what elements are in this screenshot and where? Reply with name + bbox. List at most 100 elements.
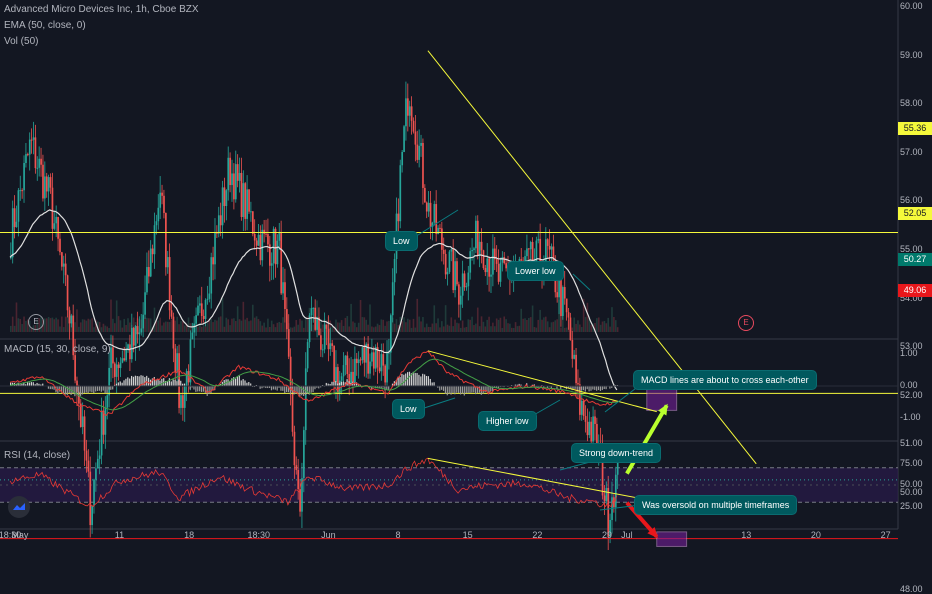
macd-histogram-bar	[190, 386, 191, 390]
macd-histogram-bar	[594, 386, 595, 390]
candle-body	[577, 383, 579, 384]
volume-bar	[222, 298, 224, 332]
candle-body	[33, 137, 35, 139]
volume-bar	[220, 316, 222, 332]
candle-body	[469, 251, 471, 272]
volume-bar	[227, 319, 229, 332]
volume-bar	[203, 325, 205, 332]
callout-strong-downtrend: Strong down-trend	[572, 444, 660, 462]
candle-body	[594, 416, 596, 424]
candle-body	[415, 132, 417, 145]
volume-bar	[585, 317, 587, 332]
volume-bar	[613, 317, 615, 332]
volume-bar	[269, 327, 271, 332]
volume-bar	[123, 319, 125, 332]
candle-body	[485, 268, 487, 272]
candle-body	[186, 371, 188, 386]
volume-bar	[169, 322, 171, 332]
volume-bar	[541, 320, 543, 332]
candle-body	[133, 328, 135, 346]
rsi-axis-label: 50.00	[900, 479, 932, 489]
volume-bar	[452, 326, 454, 332]
candle-body	[524, 256, 526, 261]
volume-bar	[110, 300, 112, 332]
macd-histogram-bar	[596, 386, 597, 391]
volume-bar	[341, 320, 343, 332]
volume-bar	[322, 325, 324, 332]
macd-histogram-bar	[312, 386, 313, 392]
earnings-marker[interactable]: E	[28, 314, 44, 330]
volume-bar	[297, 325, 299, 332]
candle-body	[447, 272, 449, 274]
volume-bar	[339, 323, 341, 332]
volume-bar	[343, 326, 345, 332]
volume-bar	[373, 327, 375, 332]
candle-body	[354, 359, 356, 383]
macd-histogram-bar	[426, 376, 427, 386]
candle-body	[456, 261, 458, 284]
callout-oversold: Was oversold on multiple timeframes	[635, 496, 796, 514]
volume-bar	[93, 327, 95, 332]
macd-histogram-bar	[123, 380, 124, 386]
candle-body	[275, 229, 277, 264]
candle-body	[142, 315, 144, 329]
candle-body	[466, 286, 468, 287]
candle-body	[403, 126, 405, 152]
volume-bar	[432, 324, 434, 332]
candle-body	[258, 235, 260, 246]
candle-body	[409, 106, 411, 115]
ema-line	[10, 210, 617, 390]
candle-body	[35, 137, 37, 168]
candle-body	[335, 367, 337, 382]
macd-histogram-bar	[91, 386, 92, 392]
volume-bar	[441, 321, 443, 332]
candle-body	[214, 232, 216, 264]
candle-body	[496, 259, 498, 264]
volume-bar	[364, 317, 366, 332]
macd-histogram-bar	[93, 386, 94, 393]
volume-bar	[384, 326, 386, 332]
volume-bar	[290, 327, 292, 332]
candle-body	[505, 263, 507, 268]
candle-body	[173, 317, 175, 349]
volume-bar	[445, 305, 447, 332]
macd-histogram-bar	[133, 377, 134, 386]
candle-body	[197, 306, 199, 316]
volume-bar	[401, 321, 403, 332]
volume-bar	[468, 319, 470, 332]
earnings-marker-upcoming[interactable]: E	[738, 315, 754, 331]
macd-histogram-bar	[63, 386, 64, 394]
macd-axis-label: -1.00	[900, 412, 932, 422]
price-axis-label: 58.00	[900, 98, 932, 108]
candle-body	[571, 340, 573, 359]
volume-bar	[416, 299, 418, 332]
macd-histogram-bar	[176, 381, 177, 386]
volume-bar	[517, 326, 519, 332]
macd-histogram-bar	[195, 386, 196, 392]
macd-histogram-bar	[178, 379, 179, 386]
volume-bar	[248, 321, 250, 332]
candle-body	[80, 404, 82, 427]
chart-canvas	[0, 0, 932, 550]
volume-bar	[59, 326, 61, 332]
candle-body	[284, 282, 286, 309]
macd-histogram-bar	[418, 375, 419, 386]
volume-bar	[433, 305, 435, 332]
callout-pointer	[573, 274, 590, 290]
volume-bar	[365, 320, 367, 332]
candle-body	[220, 215, 222, 225]
macd-histogram-bar	[89, 386, 90, 392]
volume-bar	[127, 318, 129, 332]
macd-histogram-bar	[88, 386, 89, 393]
candle-body	[38, 159, 40, 168]
macd-histogram-bar	[139, 376, 140, 386]
tradingview-logo-icon[interactable]	[8, 496, 30, 518]
macd-histogram-bar	[420, 376, 421, 386]
candle-body	[547, 239, 549, 246]
candle-body	[19, 190, 21, 191]
candle-body	[562, 287, 564, 316]
macd-axis-label: 1.00	[900, 348, 932, 358]
level-tag-low: 49.06	[898, 284, 932, 297]
volume-bar	[437, 318, 439, 332]
volume-bar	[606, 323, 608, 332]
